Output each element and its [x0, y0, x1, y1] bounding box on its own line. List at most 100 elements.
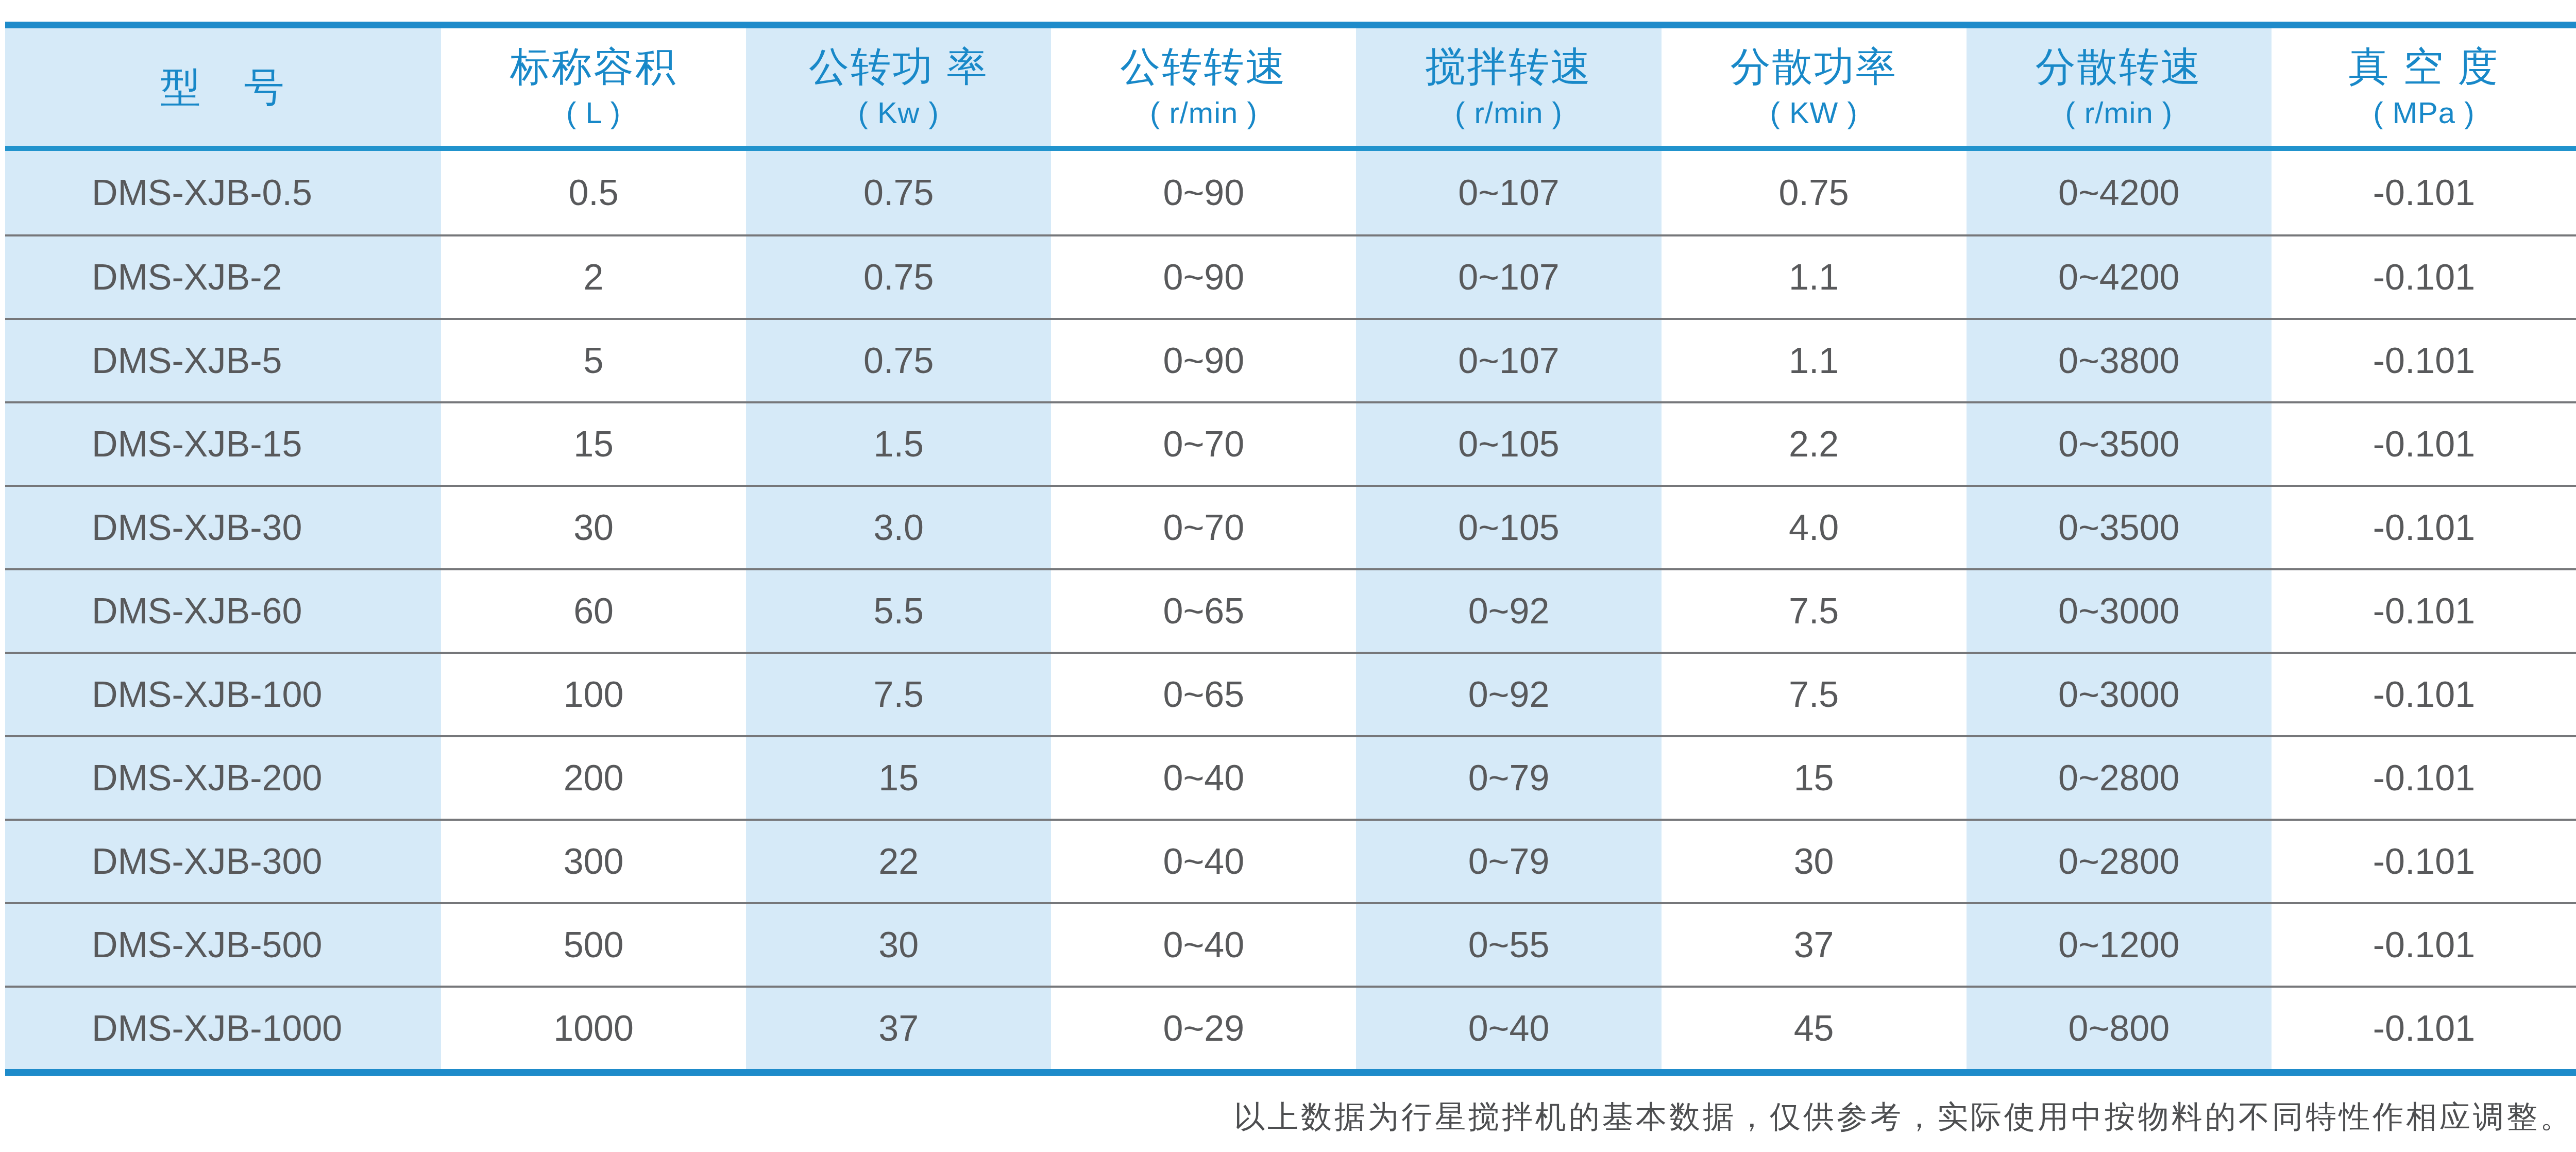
cell-vacuum: -0.101 [2272, 821, 2576, 902]
cell-vacuum: -0.101 [2272, 737, 2576, 819]
cell-stirring-speed: 0~107 [1356, 151, 1661, 234]
cell-vacuum: -0.101 [2272, 403, 2576, 485]
cell-vacuum: -0.101 [2272, 654, 2576, 735]
cell-revolution-speed: 0~90 [1051, 236, 1356, 318]
cell-stirring-speed: 0~79 [1356, 737, 1661, 819]
cell-model: DMS-XJB-30 [5, 487, 441, 568]
table-row: DMS-XJB-100 100 7.5 0~65 0~92 7.5 0~3000… [5, 652, 2576, 735]
cell-revolution-speed: 0~40 [1051, 821, 1356, 902]
header-cell-capacity: 标称容积 ( L ) [441, 28, 746, 146]
cell-revolution-speed: 0~90 [1051, 151, 1356, 234]
header-unit: ( MPa ) [2373, 98, 2475, 128]
cell-dispersion-speed: 0~3500 [1967, 487, 2272, 568]
header-title: 分散功率 [1731, 46, 1897, 87]
cell-capacity: 100 [441, 654, 746, 735]
header-title: 标称容积 [510, 46, 677, 87]
cell-model: DMS-XJB-100 [5, 654, 441, 735]
cell-revolution-speed: 0~40 [1051, 737, 1356, 819]
cell-model: DMS-XJB-300 [5, 821, 441, 902]
cell-revolution-power: 22 [746, 821, 1051, 902]
cell-dispersion-speed: 0~3000 [1967, 570, 2272, 652]
cell-capacity: 200 [441, 737, 746, 819]
cell-dispersion-power: 7.5 [1662, 654, 1967, 735]
cell-model: DMS-XJB-5 [5, 320, 441, 401]
cell-model: DMS-XJB-0.5 [5, 151, 441, 234]
header-unit: ( r/min ) [1455, 98, 1563, 128]
header-cell-revolution-speed: 公转转速 ( r/min ) [1051, 28, 1356, 146]
cell-revolution-speed: 0~90 [1051, 320, 1356, 401]
header-cell-dispersion-speed: 分散转速 ( r/min ) [1967, 28, 2272, 146]
cell-capacity: 2 [441, 236, 746, 318]
cell-revolution-power: 30 [746, 904, 1051, 986]
cell-revolution-speed: 0~29 [1051, 988, 1356, 1069]
cell-dispersion-power: 7.5 [1662, 570, 1967, 652]
cell-dispersion-speed: 0~2800 [1967, 737, 2272, 819]
cell-stirring-speed: 0~105 [1356, 403, 1661, 485]
table-row: DMS-XJB-15 15 1.5 0~70 0~105 2.2 0~3500 … [5, 401, 2576, 485]
table-row: DMS-XJB-1000 1000 37 0~29 0~40 45 0~800 … [5, 986, 2576, 1069]
cell-vacuum: -0.101 [2272, 570, 2576, 652]
cell-revolution-power: 3.0 [746, 487, 1051, 568]
cell-model: DMS-XJB-60 [5, 570, 441, 652]
cell-capacity: 0.5 [441, 151, 746, 234]
table-row: DMS-XJB-500 500 30 0~40 0~55 37 0~1200 -… [5, 902, 2576, 986]
cell-revolution-speed: 0~70 [1051, 403, 1356, 485]
table-row: DMS-XJB-5 5 0.75 0~90 0~107 1.1 0~3800 -… [5, 318, 2576, 401]
cell-revolution-speed: 0~70 [1051, 487, 1356, 568]
cell-dispersion-power: 1.1 [1662, 236, 1967, 318]
header-unit: ( Kw ) [858, 98, 939, 128]
table-row: DMS-XJB-0.5 0.5 0.75 0~90 0~107 0.75 0~4… [5, 151, 2576, 234]
cell-vacuum: -0.101 [2272, 487, 2576, 568]
cell-stirring-speed: 0~92 [1356, 654, 1661, 735]
cell-capacity: 30 [441, 487, 746, 568]
cell-model: DMS-XJB-15 [5, 403, 441, 485]
spec-table: 型 号 标称容积 ( L ) 公转功 率 ( Kw ) 公转转速 ( r/min… [5, 22, 2576, 1076]
cell-revolution-power: 0.75 [746, 151, 1051, 234]
header-cell-dispersion-power: 分散功率 ( KW ) [1662, 28, 1967, 146]
cell-stirring-speed: 0~92 [1356, 570, 1661, 652]
header-cell-model: 型 号 [5, 28, 441, 146]
cell-revolution-power: 0.75 [746, 236, 1051, 318]
table-row: DMS-XJB-60 60 5.5 0~65 0~92 7.5 0~3000 -… [5, 568, 2576, 652]
header-cell-stirring-speed: 搅拌转速 ( r/min ) [1356, 28, 1661, 146]
cell-dispersion-speed: 0~800 [1967, 988, 2272, 1069]
header-divider-line [5, 146, 2576, 151]
cell-dispersion-speed: 0~1200 [1967, 904, 2272, 986]
cell-dispersion-speed: 0~3800 [1967, 320, 2272, 401]
cell-revolution-speed: 0~65 [1051, 654, 1356, 735]
cell-dispersion-speed: 0~2800 [1967, 821, 2272, 902]
cell-revolution-power: 37 [746, 988, 1051, 1069]
cell-revolution-speed: 0~40 [1051, 904, 1356, 986]
cell-model: DMS-XJB-1000 [5, 988, 441, 1069]
table-row: DMS-XJB-200 200 15 0~40 0~79 15 0~2800 -… [5, 735, 2576, 819]
cell-dispersion-power: 4.0 [1662, 487, 1967, 568]
cell-vacuum: -0.101 [2272, 904, 2576, 986]
cell-revolution-power: 1.5 [746, 403, 1051, 485]
cell-dispersion-power: 30 [1662, 821, 1967, 902]
cell-vacuum: -0.101 [2272, 236, 2576, 318]
cell-dispersion-speed: 0~4200 [1967, 151, 2272, 234]
cell-revolution-power: 5.5 [746, 570, 1051, 652]
table-row: DMS-XJB-2 2 0.75 0~90 0~107 1.1 0~4200 -… [5, 234, 2576, 318]
table-header-row: 型 号 标称容积 ( L ) 公转功 率 ( Kw ) 公转转速 ( r/min… [5, 28, 2576, 146]
cell-stirring-speed: 0~107 [1356, 320, 1661, 401]
header-unit: ( KW ) [1770, 98, 1857, 128]
header-title: 公转转速 [1120, 46, 1287, 87]
header-title: 分散转速 [2036, 46, 2202, 87]
cell-stirring-speed: 0~55 [1356, 904, 1661, 986]
header-title: 型 号 [161, 67, 286, 107]
cell-dispersion-power: 2.2 [1662, 403, 1967, 485]
cell-capacity: 15 [441, 403, 746, 485]
cell-vacuum: -0.101 [2272, 151, 2576, 234]
cell-capacity: 300 [441, 821, 746, 902]
cell-capacity: 60 [441, 570, 746, 652]
cell-capacity: 5 [441, 320, 746, 401]
cell-revolution-power: 15 [746, 737, 1051, 819]
cell-model: DMS-XJB-200 [5, 737, 441, 819]
header-unit: ( r/min ) [2065, 98, 2173, 128]
cell-vacuum: -0.101 [2272, 320, 2576, 401]
cell-model: DMS-XJB-500 [5, 904, 441, 986]
header-title: 搅拌转速 [1425, 46, 1592, 87]
cell-dispersion-power: 0.75 [1662, 151, 1967, 234]
table-row: DMS-XJB-30 30 3.0 0~70 0~105 4.0 0~3500 … [5, 485, 2576, 568]
